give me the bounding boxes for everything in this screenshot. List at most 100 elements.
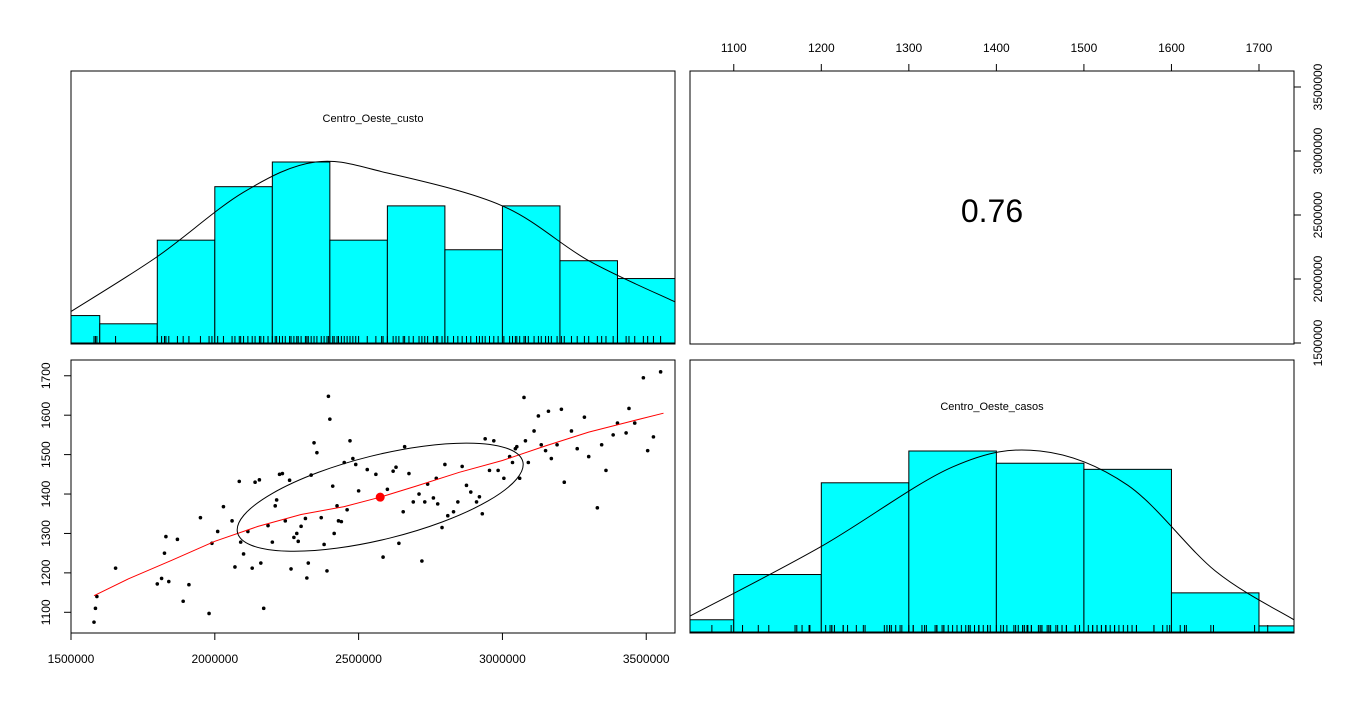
scatter-point xyxy=(522,395,526,400)
custo-bar xyxy=(559,260,618,344)
scatter-plot xyxy=(92,370,664,624)
scatter-point xyxy=(431,496,436,500)
scatter-point xyxy=(451,509,456,514)
scatter-point xyxy=(517,476,522,481)
scatter-point xyxy=(515,444,519,449)
panel-scatter-frame xyxy=(70,359,676,634)
scatter-point xyxy=(181,599,185,604)
scatter-point xyxy=(546,409,551,414)
scatter-point xyxy=(289,567,293,571)
custo-bar xyxy=(386,205,446,344)
y-tick-label: 1300 xyxy=(39,520,53,547)
scatter-point xyxy=(502,476,506,481)
custo-bar xyxy=(616,278,676,344)
scatter-point xyxy=(280,471,285,476)
scatter-point xyxy=(270,540,275,544)
x-tick-label: 3500000 xyxy=(623,652,670,666)
custo-panel-title: Centro_Oeste_custo xyxy=(323,113,424,125)
custo-bar xyxy=(99,323,158,344)
scatter-point xyxy=(555,442,559,447)
scatter-point xyxy=(159,576,164,581)
scatter-point xyxy=(435,502,440,506)
scatter-point xyxy=(487,468,492,473)
custo-bar xyxy=(444,249,503,344)
scatter-point xyxy=(332,531,336,536)
scatter-point xyxy=(353,462,358,467)
scatter-point xyxy=(641,375,646,380)
scatter-point xyxy=(615,421,620,425)
scatter-point xyxy=(230,519,234,523)
casos-bar xyxy=(1258,625,1295,633)
scatter-point xyxy=(345,507,349,512)
scatter-point xyxy=(294,531,299,536)
custo-bar xyxy=(329,239,388,344)
scatter-point xyxy=(611,433,615,437)
scatter-point xyxy=(261,606,266,611)
top-tick-label: 1500 xyxy=(1071,41,1098,55)
scatter-point xyxy=(92,620,96,624)
scatter-point xyxy=(215,529,220,534)
correlation-value: 0.76 xyxy=(961,193,1023,229)
scatter-point xyxy=(477,494,482,499)
scatter-point xyxy=(374,472,378,477)
scatter-point xyxy=(559,407,564,412)
scatter-point xyxy=(238,540,243,544)
scatter-point xyxy=(483,437,487,441)
y-tick-label: 1200 xyxy=(39,559,53,586)
top-tick-label: 1700 xyxy=(1246,41,1273,55)
center-point xyxy=(375,492,385,502)
scatter-point xyxy=(445,513,450,518)
custo-density-curve xyxy=(70,160,676,312)
scatter-point xyxy=(549,456,554,461)
scatter-point xyxy=(155,582,160,586)
scatter-point xyxy=(198,515,203,520)
scatter-point xyxy=(532,429,536,433)
scatter-point xyxy=(492,439,496,443)
scatter-point xyxy=(322,542,326,547)
scatter-point xyxy=(305,576,309,580)
scatter-point xyxy=(402,444,407,449)
scatter-point xyxy=(407,471,411,476)
scatter-point xyxy=(391,469,395,473)
casos-histogram xyxy=(689,449,1295,633)
scatter-point xyxy=(627,406,631,411)
scatter-point xyxy=(335,504,339,508)
x-tick-label: 1500000 xyxy=(48,652,95,666)
right-tick-label: 1500000 xyxy=(1311,319,1325,366)
scatter-point xyxy=(645,448,650,453)
scatter-point xyxy=(312,440,316,445)
top-tick-label: 1200 xyxy=(808,41,835,55)
scatter-point xyxy=(273,504,278,508)
scatter-point xyxy=(582,415,587,419)
scatter-point xyxy=(351,456,355,461)
scatter-point xyxy=(326,394,331,399)
right-tick-label: 3500000 xyxy=(1311,63,1325,110)
scatter-point xyxy=(250,566,254,570)
scatter-point xyxy=(306,561,311,565)
top-tick-label: 1600 xyxy=(1158,41,1185,55)
custo-histogram xyxy=(70,160,676,344)
custo-bar xyxy=(156,239,216,344)
scatter-point xyxy=(496,468,500,473)
y-tick-label: 1400 xyxy=(39,480,53,507)
panel-custo-histogram-frame xyxy=(70,70,676,345)
scatter-point xyxy=(468,490,473,494)
y-tick-label: 1700 xyxy=(39,362,53,389)
scatter-point xyxy=(595,506,600,510)
scatter-point xyxy=(166,579,171,584)
casos-bar xyxy=(820,482,910,633)
scatter-point xyxy=(381,555,385,559)
scatter-point xyxy=(241,552,246,556)
scatter-point xyxy=(348,439,352,443)
scatter-point xyxy=(536,414,541,418)
panel-casos-histogram-frame xyxy=(689,359,1295,634)
casos-bar xyxy=(1083,468,1172,633)
concentration-ellipse xyxy=(236,442,524,552)
top-tick-label: 1100 xyxy=(721,41,747,55)
scatter-point xyxy=(510,460,515,465)
casos-density-curve xyxy=(689,449,1295,621)
custo-bar xyxy=(501,205,561,344)
scatter-point xyxy=(237,479,242,484)
scatter-point xyxy=(624,431,628,435)
